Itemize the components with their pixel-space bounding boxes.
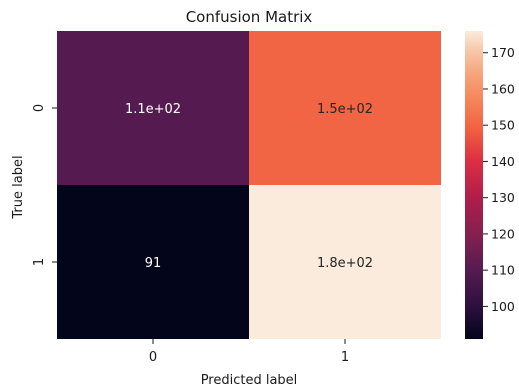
chart-title: Confusion Matrix <box>186 8 313 26</box>
colorbar-ticks: 100 110 120 130 140 150 160 170 <box>483 45 515 314</box>
cell-value-label-1-0: 91 <box>145 256 162 271</box>
cell-value-label-0-1: 1.5e+02 <box>317 102 373 117</box>
y-tick-label-1: 1 <box>32 258 47 266</box>
heatmap-cells <box>57 31 441 339</box>
colorbar-tick-label-2: 120 <box>491 226 515 241</box>
colorbar-tick-label-3: 130 <box>491 190 515 205</box>
x-tick-label-1: 1 <box>341 350 349 365</box>
heatmap-cell-1-1 <box>249 185 441 339</box>
cell-value-label-1-1: 1.8e+02 <box>317 256 373 271</box>
heatmap-cell-0-1 <box>249 31 441 185</box>
x-axis-label: Predicted label <box>201 373 298 388</box>
colorbar <box>465 31 483 339</box>
heatmap-cell-0-0 <box>57 31 249 185</box>
colorbar-tick-label-7: 170 <box>491 45 515 60</box>
x-tick-label-0: 0 <box>149 350 157 365</box>
colorbar-tick-label-5: 150 <box>491 118 515 133</box>
cell-value-label-0-0: 1.1e+02 <box>125 102 181 117</box>
colorbar-tick-label-6: 160 <box>491 81 515 96</box>
heatmap-cell-1-0 <box>57 185 249 339</box>
colorbar-tick-label-0: 100 <box>491 299 515 314</box>
y-axis-label: True label <box>11 155 26 219</box>
y-axis-ticks: 01 <box>32 104 57 266</box>
colorbar-tick-label-1: 110 <box>491 263 515 278</box>
colorbar-tick-label-4: 140 <box>491 154 515 169</box>
y-tick-label-0: 0 <box>32 104 47 112</box>
heatmap-cell-labels: 1.1e+02 1.5e+02 91 1.8e+02 <box>125 102 373 271</box>
